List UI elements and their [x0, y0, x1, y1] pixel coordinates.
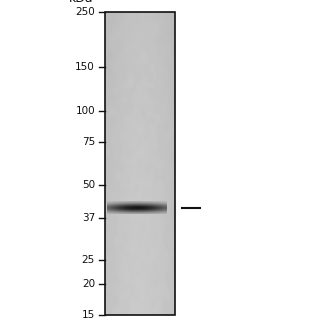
Text: 150: 150	[75, 62, 95, 72]
Text: 75: 75	[82, 137, 95, 147]
Text: 25: 25	[82, 255, 95, 265]
Text: 50: 50	[82, 180, 95, 190]
Text: kDa: kDa	[68, 0, 93, 5]
Bar	[105, 12, 175, 315]
Text: 15: 15	[82, 310, 95, 320]
Text: 37: 37	[82, 213, 95, 223]
Text: 100: 100	[75, 106, 95, 116]
Text: 20: 20	[82, 279, 95, 289]
Text: 250: 250	[75, 7, 95, 17]
